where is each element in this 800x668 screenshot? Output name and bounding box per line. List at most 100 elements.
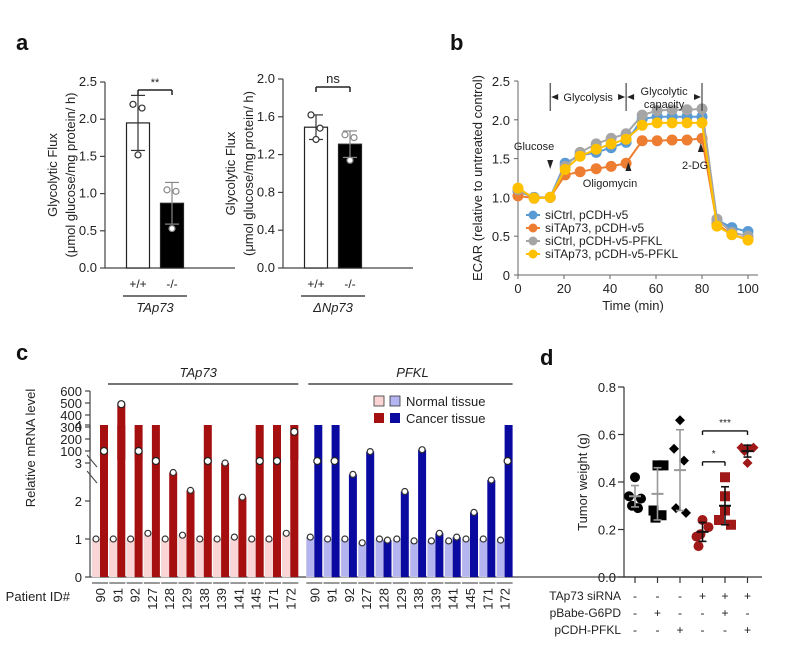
condition-label: TAp73 siRNA <box>549 589 621 603</box>
x-tick-label: 138 <box>411 588 426 610</box>
data-point <box>203 456 212 466</box>
condition-value: - <box>656 589 660 603</box>
y-tick-label: 0.8 <box>257 184 275 199</box>
condition-value: + <box>654 606 661 620</box>
condition-value: - <box>633 606 637 620</box>
y-tick-label: 0.2 <box>598 523 616 538</box>
y-tick-label: 4 <box>75 418 82 433</box>
bar-normal <box>479 538 488 578</box>
bar-cancer-upper <box>117 404 126 460</box>
bar-normal <box>306 536 315 578</box>
x-axis-label: Patient ID# <box>6 589 71 604</box>
data-point <box>221 459 229 467</box>
bar-cancer <box>186 490 195 577</box>
marker-diamond <box>742 458 753 468</box>
data-point <box>290 427 299 436</box>
scatter-group <box>624 472 646 583</box>
series-point <box>666 134 678 146</box>
data-point <box>341 535 349 543</box>
condition-value: - <box>678 589 682 603</box>
data-point <box>109 535 117 543</box>
bar-cancer <box>348 474 357 577</box>
bar-cancer <box>418 449 427 577</box>
series-point <box>666 117 678 129</box>
series-point <box>726 229 738 241</box>
condition-value: - <box>701 623 705 637</box>
bar-cancer <box>100 425 108 577</box>
bar-cancer <box>169 472 178 577</box>
data-point <box>312 135 320 144</box>
data-point <box>99 446 109 456</box>
bar-cancer <box>290 425 299 577</box>
arrow-down-icon <box>547 160 554 169</box>
y-tick-label: 0.5 <box>492 229 510 244</box>
data-point <box>144 529 152 537</box>
marker-diamond <box>681 507 691 518</box>
annotation-2dg: 2-DG <box>682 160 708 172</box>
data-point <box>238 493 246 501</box>
bar-normal <box>444 540 453 578</box>
condition-label: pCDH-PFKL <box>554 623 621 637</box>
series-point <box>636 109 648 121</box>
y-tick-label: 1 <box>75 532 82 547</box>
bar-cancer <box>435 533 444 577</box>
marker-square <box>658 460 669 471</box>
bar-cancer <box>238 497 247 577</box>
x-tick-label: 172 <box>283 588 298 610</box>
bar-normal <box>461 538 471 578</box>
y-tick-label: 0.0 <box>79 260 97 275</box>
data-point <box>418 446 426 454</box>
series-point <box>620 133 632 145</box>
arrow-up-icon <box>697 143 704 152</box>
x-tick-label: 20 <box>557 281 571 296</box>
data-point <box>393 535 401 543</box>
scatter-group <box>736 442 759 583</box>
y-axis-label: Glycolytic Flux <box>45 133 60 217</box>
data-point <box>230 533 238 541</box>
legend-swatch-cancer-tap73 <box>374 413 384 423</box>
condition-value: - <box>656 623 660 637</box>
bar-cancer <box>487 480 496 577</box>
bar-cancer <box>452 537 461 577</box>
data-point <box>349 470 357 478</box>
x-tick-label: 60 <box>649 281 663 296</box>
y-tick-label: 0.4 <box>598 475 616 490</box>
significance-label: ** <box>151 77 160 89</box>
group-label: ΔNp73 <box>312 300 354 315</box>
data-point <box>134 151 142 159</box>
bar-cancer <box>331 425 340 577</box>
axis-break <box>86 454 98 468</box>
series-point <box>651 104 663 116</box>
x-tick-label: 172 <box>498 588 513 610</box>
condition-value: - <box>678 606 682 620</box>
bar-cancer <box>134 425 143 577</box>
y-tick-label: 500 <box>60 396 82 411</box>
x-tick-label: 145 <box>463 588 478 610</box>
phase-label-glycolysis: Glycolysis <box>563 92 613 104</box>
data-point <box>129 100 137 108</box>
y-tick-label: 100 <box>60 444 82 459</box>
marker-circle <box>703 522 714 533</box>
y-tick-label: 0.5 <box>79 223 97 238</box>
series-point <box>605 138 617 150</box>
marker-square <box>656 510 667 521</box>
axis-break <box>86 470 98 484</box>
data-point <box>427 537 435 545</box>
x-tick-label: 145 <box>249 588 264 610</box>
legend-swatch-normal-pfkl <box>389 395 401 407</box>
bar-cancer <box>366 451 375 577</box>
series-point <box>544 191 556 203</box>
y-tick-label: 2.5 <box>492 74 510 89</box>
data-point <box>272 456 282 466</box>
scatter-group <box>691 515 714 583</box>
data-point <box>462 535 470 543</box>
bar-normal <box>323 538 332 578</box>
bar-cancer <box>151 425 160 577</box>
y-axis-label: Glycolytic Flux <box>223 131 238 215</box>
annotation-glucose: Glucose <box>514 141 554 153</box>
bar-normal <box>212 538 222 578</box>
condition-value: + <box>721 589 728 603</box>
data-point <box>358 539 366 547</box>
